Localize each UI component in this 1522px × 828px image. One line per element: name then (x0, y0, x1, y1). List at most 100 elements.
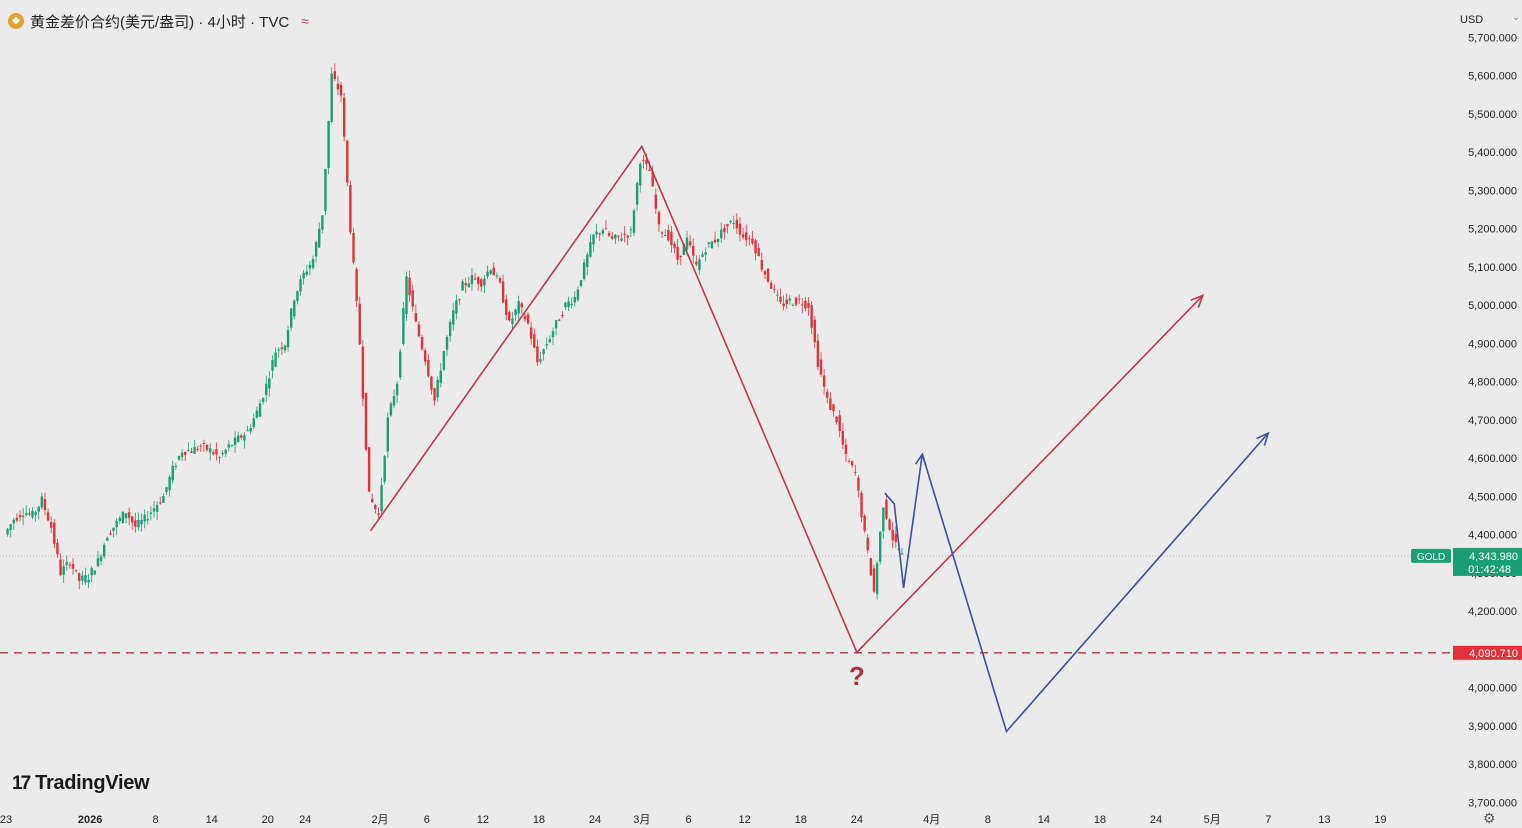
candle-body (729, 221, 732, 223)
candle-body (623, 233, 626, 235)
candle-body (495, 275, 499, 277)
candle-body (804, 300, 807, 309)
candle-body (458, 299, 461, 301)
candle-body (346, 140, 349, 183)
candle-body (243, 435, 246, 441)
candle-body (261, 397, 265, 403)
candle-body (592, 234, 595, 245)
y-tick-label: 4,900.000 (1468, 338, 1517, 350)
candle-body (293, 300, 296, 317)
candle-body (62, 566, 65, 575)
candle-body (190, 451, 193, 453)
candle-body (461, 281, 464, 291)
y-tick-label: 4,600.000 (1468, 453, 1517, 465)
symbol-legend[interactable]: ◆ 黄金差价合约(美元/盎司) · 4小时 · TVC ≈ (8, 10, 309, 32)
candle-body (40, 496, 44, 508)
candle-body (785, 299, 788, 305)
candle-body (146, 519, 150, 521)
candle-body (115, 520, 118, 528)
candle-body (227, 444, 231, 448)
candle-body (579, 280, 583, 287)
x-tick-label: 2月 (371, 814, 388, 826)
candle-body (268, 378, 271, 389)
candle-body (187, 449, 190, 451)
candle-body (371, 498, 374, 503)
candle-body (869, 558, 873, 576)
candle-body (236, 435, 240, 442)
y-tick-label: 4,800.000 (1468, 377, 1517, 389)
x-tick-label: 18 (533, 814, 545, 826)
symbol-tag (1411, 548, 1451, 563)
candle-body (21, 515, 25, 518)
candle-body (427, 360, 430, 377)
candle-body (208, 448, 212, 453)
candle-body (663, 235, 667, 237)
candle-body (374, 504, 377, 510)
y-tick-label: 5,700.000 (1468, 32, 1517, 44)
tradingview-logo[interactable]: 17 TradingView (12, 772, 150, 795)
candle-body (15, 517, 19, 521)
candle-body (829, 398, 832, 411)
candle-body (81, 575, 84, 581)
candle-body (78, 573, 81, 581)
candle-body (545, 344, 548, 346)
y-tick-label: 4,700.000 (1468, 415, 1517, 427)
chevron-down-icon[interactable]: ⌄ (1512, 12, 1521, 23)
candle-body (879, 531, 882, 562)
candle-body (452, 310, 455, 325)
candle-body (476, 277, 480, 284)
candle-body (34, 511, 37, 515)
candle-body (283, 345, 287, 351)
candle-body (112, 527, 115, 531)
candle-body (517, 301, 520, 314)
candle-body (352, 233, 355, 263)
y-tick-label: 3,900.000 (1468, 721, 1517, 733)
candle-body (65, 561, 68, 566)
candle-body (551, 331, 555, 337)
candle-body (430, 376, 433, 390)
candle-body (720, 229, 723, 239)
candle-body (464, 283, 467, 286)
candle-body (311, 259, 315, 268)
candle-body (367, 447, 371, 492)
candle-body (554, 320, 558, 329)
candle-body (265, 383, 268, 395)
candle-body (561, 315, 564, 317)
x-tick-label: 24 (589, 814, 601, 826)
candle-body (255, 410, 259, 418)
y-tick-label: 3,700.000 (1468, 797, 1517, 809)
candle-body (389, 403, 393, 416)
candle-body (598, 233, 601, 235)
symbol-tag-label: GOLD (1417, 552, 1445, 563)
candle-body (813, 319, 816, 343)
candle-body (850, 461, 854, 466)
candle-body (140, 519, 143, 525)
candle-body (757, 248, 760, 256)
candle-body (361, 346, 365, 399)
candle-body (296, 291, 299, 301)
candle-body (735, 219, 739, 229)
candle-body (738, 223, 742, 235)
y-tick-label: 4,200.000 (1468, 606, 1517, 618)
y-tick-label: 3,800.000 (1468, 759, 1517, 771)
x-tick-label: 7 (1265, 814, 1271, 826)
candle-body (514, 309, 517, 316)
candle-body (498, 278, 502, 283)
candle-body (53, 522, 56, 544)
candle-body (9, 524, 12, 530)
x-tick-label: 8 (153, 814, 159, 826)
candle-body (838, 415, 841, 432)
candle-body (863, 515, 866, 531)
candle-body (620, 238, 623, 241)
candle-body (769, 283, 773, 289)
currency-selector[interactable]: USD (1460, 14, 1484, 26)
candle-body (710, 241, 714, 249)
candle-body (801, 304, 804, 306)
candle-body (448, 321, 452, 337)
candle-body (96, 558, 100, 567)
candle-body (483, 278, 486, 286)
candle-body (271, 360, 274, 371)
candle-body (679, 255, 682, 258)
gear-icon[interactable]: ⚙ (1483, 810, 1496, 826)
